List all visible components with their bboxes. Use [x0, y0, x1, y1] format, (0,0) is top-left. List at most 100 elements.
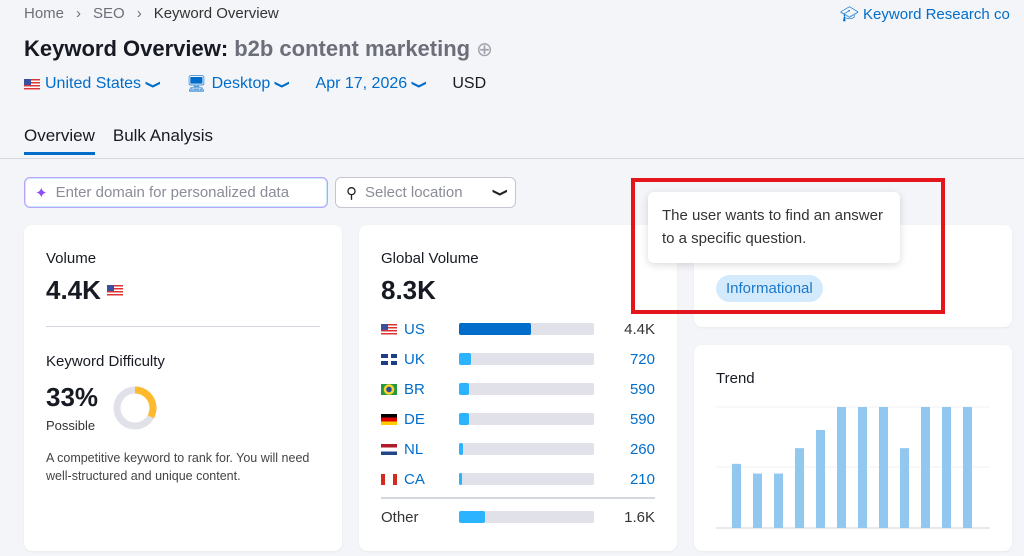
- country-label: United States: [45, 75, 142, 92]
- add-plus-icon[interactable]: ⊕: [476, 39, 493, 61]
- global-volume-card: Global Volume 8.3K US 4.4K UK 720 BR 590 DE 590…: [359, 225, 677, 551]
- country-row-other: Other 1.6K: [381, 507, 655, 527]
- country-code[interactable]: CA: [404, 470, 425, 488]
- share-bar-fill: [459, 413, 469, 425]
- share-bar: [459, 323, 594, 335]
- country-row-us: US 4.4K: [381, 319, 655, 339]
- volume-card: Volume 4.4K Keyword Difficulty 33% Possi…: [24, 225, 342, 551]
- us-flag-icon: [106, 285, 123, 296]
- graduation-cap-icon: 🎓︎: [840, 6, 860, 23]
- tab-bulk-analysis[interactable]: Bulk Analysis: [112, 126, 214, 145]
- global-volume-value: 8.3K: [381, 275, 436, 305]
- trend-bar[interactable]: [963, 407, 972, 528]
- country-volume[interactable]: 590: [629, 410, 655, 428]
- trend-bar[interactable]: [732, 463, 741, 528]
- breadcrumb-home[interactable]: Home: [24, 5, 65, 22]
- kd-donut: [113, 386, 157, 430]
- trend-bar[interactable]: [942, 407, 951, 528]
- other-value: 1.6K: [624, 508, 655, 526]
- kd-label: Keyword Difficulty: [46, 353, 165, 370]
- share-bar: [459, 511, 594, 523]
- country-code[interactable]: UK: [404, 350, 425, 368]
- trend-bar[interactable]: [879, 407, 888, 528]
- country-volume[interactable]: 590: [629, 380, 655, 398]
- volume-value: 4.4K: [46, 275, 123, 306]
- country-volume[interactable]: 210: [629, 470, 655, 488]
- title-prefix: Keyword Overview:: [24, 36, 229, 61]
- kd-donut-arc: [113, 386, 157, 430]
- desktop-icon: 🖥︎: [186, 76, 207, 93]
- us-flag-icon: [381, 323, 397, 335]
- divider: [46, 326, 320, 327]
- breadcrumb-current: Keyword Overview: [153, 5, 279, 22]
- share-bar: [459, 473, 594, 485]
- volume-label: Volume: [46, 250, 97, 267]
- date-label: Apr 17, 2026: [315, 75, 408, 92]
- volume-number: 4.4K: [46, 275, 101, 305]
- location-placeholder: Select location: [365, 184, 463, 201]
- keyword: b2b content marketing: [234, 36, 471, 61]
- link-label: Keyword Research co: [863, 5, 1010, 23]
- domain-input[interactable]: ✦ Enter domain for personalized data: [24, 177, 328, 208]
- de-flag-icon: [381, 413, 397, 425]
- country-code[interactable]: US: [404, 320, 425, 338]
- divider: [0, 158, 1024, 159]
- nl-flag-icon: [381, 443, 397, 455]
- br-flag-icon: [381, 383, 397, 395]
- sparkle-icon: ✦: [35, 184, 48, 202]
- chevron-right-icon: ›: [76, 5, 82, 22]
- filters: United States ❯ 🖥︎ Desktop ❯ Apr 17, 2026 ❯ …: [24, 74, 486, 94]
- keyword-research-course-link[interactable]: 🎓︎ Keyword Research co: [840, 5, 1010, 24]
- currency: USD: [452, 75, 487, 92]
- date-select[interactable]: Apr 17, 2026 ❯: [315, 75, 427, 93]
- divider: [381, 497, 655, 499]
- trend-bar[interactable]: [921, 407, 930, 528]
- intent-value: Informational: [716, 275, 823, 302]
- country-row-de: DE 590: [381, 409, 655, 429]
- intent-badge[interactable]: Informational: [716, 275, 823, 302]
- trend-label: Trend: [716, 370, 755, 387]
- trend-card: Trend: [694, 345, 1012, 551]
- global-volume-label: Global Volume: [381, 250, 479, 267]
- location-select[interactable]: ⚲ Select location ❯: [335, 177, 516, 208]
- device-select[interactable]: 🖥︎ Desktop ❯: [186, 74, 290, 94]
- share-bar: [459, 413, 594, 425]
- tab-overview[interactable]: Overview: [24, 126, 95, 155]
- chevron-down-icon: ❯: [411, 79, 427, 89]
- chevron-down-icon: ❯: [274, 79, 291, 89]
- country-code[interactable]: NL: [404, 440, 424, 458]
- country-select[interactable]: United States ❯: [24, 75, 161, 93]
- trend-bar[interactable]: [753, 473, 762, 528]
- kd-value: 33%: [46, 382, 99, 412]
- breadcrumb-seo[interactable]: SEO: [93, 5, 125, 22]
- country-row-ca: CA 210: [381, 469, 655, 489]
- share-bar-fill: [459, 323, 531, 335]
- share-bar-fill: [459, 443, 464, 455]
- kd-level: Possible: [46, 418, 96, 433]
- chevron-down-icon: ❯: [145, 79, 161, 89]
- trend-bar[interactable]: [837, 407, 846, 528]
- country-volume[interactable]: 260: [629, 440, 655, 458]
- country-row-br: BR 590: [381, 379, 655, 399]
- country-code[interactable]: DE: [404, 410, 425, 428]
- trend-bar[interactable]: [774, 473, 783, 528]
- trend-bar[interactable]: [816, 429, 825, 528]
- kd-description: A competitive keyword to rank for. You w…: [46, 451, 310, 483]
- trend-bar[interactable]: [795, 448, 804, 528]
- device-label: Desktop: [211, 75, 271, 92]
- page-title: Keyword Overview: b2b content marketing ⊕: [24, 36, 493, 62]
- country-code[interactable]: BR: [404, 380, 425, 398]
- country-volume: 4.4K: [624, 320, 655, 338]
- us-flag-icon: [24, 78, 40, 90]
- country-volume[interactable]: 720: [629, 350, 655, 368]
- ca-flag-icon: [381, 473, 397, 485]
- trend-bar[interactable]: [858, 407, 867, 528]
- other-label: Other: [381, 508, 419, 526]
- chevron-right-icon: ›: [136, 5, 142, 22]
- intent-tooltip: The user wants to find an answer to a sp…: [648, 192, 900, 263]
- share-bar-fill: [459, 353, 471, 365]
- domain-placeholder: Enter domain for personalized data: [55, 184, 290, 201]
- share-bar-fill: [459, 473, 463, 485]
- share-bar-fill: [459, 511, 485, 523]
- trend-bar[interactable]: [900, 448, 909, 528]
